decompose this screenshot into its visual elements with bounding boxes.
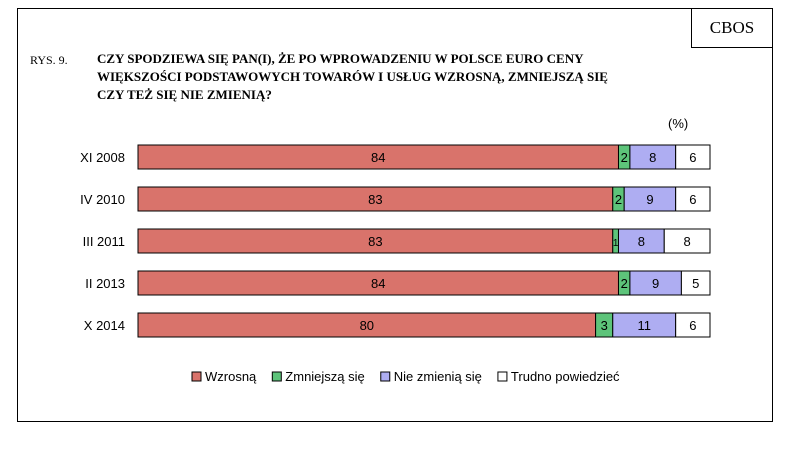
figure-title-line-1: CZY SPODZIEWA SIĘ PAN(I), ŻE PO WPROWADZ… (97, 51, 584, 66)
bar-segment (675, 186, 711, 212)
data-label: 3 (601, 318, 608, 333)
bar-segment (137, 186, 614, 212)
bar-segment (629, 270, 682, 296)
data-label: 8 (684, 234, 691, 249)
bar-segment (617, 228, 665, 254)
legend-label: Trudno powiedzieć (511, 369, 620, 384)
category-label: III 2011 (83, 234, 125, 249)
bar-segment (137, 228, 614, 254)
legend-swatch (271, 371, 282, 382)
bar-segment (137, 312, 597, 338)
bar-segment (612, 312, 677, 338)
legend-label: Nie zmienią się (394, 369, 482, 384)
category-label: IV 2010 (80, 192, 125, 207)
legend-label: Zmniejszą się (285, 369, 364, 384)
data-label: 8 (638, 234, 645, 249)
data-label: 11 (637, 318, 651, 333)
figure-title: CZY SPODZIEWA SIĘ PAN(I), ŻE PO WPROWADZ… (97, 50, 697, 104)
figure-title-line-2: WIĘKSZOŚCI PODSTAWOWYCH TOWARÓW I USŁUG … (97, 69, 608, 84)
figure-frame: CBOS (17, 8, 773, 422)
bar-segment (663, 228, 711, 254)
bar-segment (675, 312, 711, 338)
bar-segment (137, 144, 619, 170)
legend-swatch (380, 371, 391, 382)
figure-number: RYS. 9. (30, 53, 68, 67)
data-label: 83 (368, 192, 382, 207)
category-label: II 2013 (85, 276, 125, 291)
data-label: 83 (368, 234, 382, 249)
legend-swatch (191, 371, 202, 382)
cbos-badge: CBOS (691, 8, 773, 48)
legend-label: Wzrosną (205, 369, 257, 384)
data-label: 6 (689, 318, 696, 333)
bar-segment (675, 144, 711, 170)
figure-title-line-3: CZY TEŻ SIĘ NIE ZMIENIĄ? (97, 87, 272, 102)
category-label: X 2014 (84, 318, 125, 333)
data-label: 5 (692, 276, 699, 291)
data-label: 2 (615, 192, 622, 207)
data-label: 80 (360, 318, 374, 333)
unit-label: (%) (668, 116, 689, 131)
data-label: 6 (689, 192, 696, 207)
data-label: 1 (613, 238, 619, 249)
data-label: 8 (649, 150, 656, 165)
data-label: 84 (371, 276, 385, 291)
category-label: XI 2008 (80, 150, 125, 165)
data-label: 2 (621, 276, 628, 291)
data-label: 6 (689, 150, 696, 165)
bar-segment (629, 144, 677, 170)
bar-segment (680, 270, 711, 296)
data-label: 84 (371, 150, 385, 165)
data-label: 9 (646, 192, 653, 207)
bar-segment (623, 186, 677, 212)
legend-swatch (497, 371, 508, 382)
data-label: 9 (652, 276, 659, 291)
data-label: 2 (621, 150, 628, 165)
